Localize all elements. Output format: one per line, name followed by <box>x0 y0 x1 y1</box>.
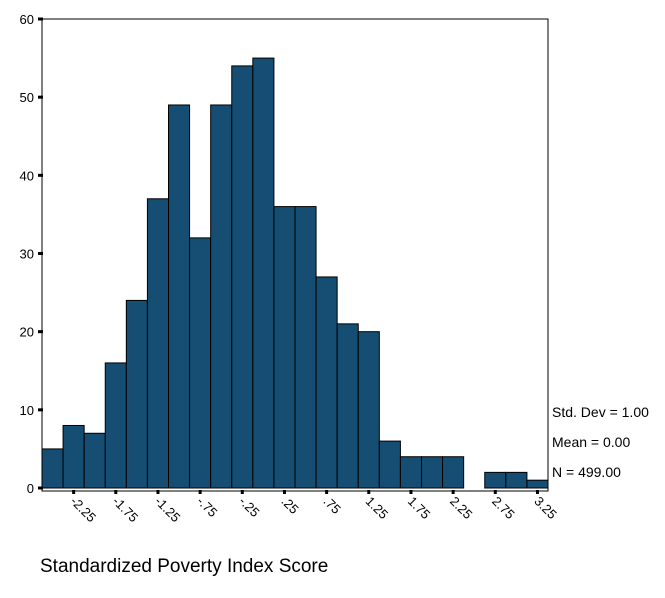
x-tick-mark <box>72 490 76 494</box>
x-tick-mark <box>409 490 413 494</box>
x-axis-title: Standardized Poverty Index Score <box>40 556 329 577</box>
bar <box>62 424 85 489</box>
stat-n: N = 499.00 <box>552 464 621 480</box>
y-tick-mark <box>38 408 43 412</box>
y-tick-label: 50 <box>20 90 34 105</box>
x-tick-label: -1.25 <box>152 494 184 526</box>
x-tick-label: 1.75 <box>405 494 434 523</box>
x-tick-label: -.25 <box>236 494 262 520</box>
x-tick-mark <box>535 490 539 494</box>
bar <box>315 276 338 489</box>
bar <box>41 448 64 489</box>
x-tick-mark <box>156 490 160 494</box>
y-axis: 0 10 20 30 40 50 60 <box>20 12 43 496</box>
bar <box>104 362 127 489</box>
y-tick-label: 40 <box>20 168 34 183</box>
bar <box>357 331 380 489</box>
x-tick-mark <box>114 490 118 494</box>
y-tick-label: 30 <box>20 247 34 262</box>
stat-mean: Mean = 0.00 <box>552 434 631 450</box>
y-tick-label: 0 <box>27 481 34 496</box>
x-tick-mark <box>493 490 497 494</box>
bar <box>252 57 275 489</box>
bar <box>168 104 191 489</box>
bar <box>505 471 528 489</box>
y-tick-mark <box>38 95 43 99</box>
stat-std-dev: Std. Dev = 1.00 <box>552 404 649 420</box>
bar <box>484 471 507 489</box>
x-tick-label: .75 <box>321 494 344 517</box>
x-tick-label: 2.75 <box>489 494 518 523</box>
y-tick-mark <box>38 486 43 490</box>
x-tick-mark <box>282 490 286 494</box>
bar <box>526 479 549 489</box>
x-tick-label: -2.25 <box>68 494 100 526</box>
y-tick-mark <box>38 173 43 177</box>
x-tick-mark <box>451 490 455 494</box>
bar <box>294 206 317 489</box>
bar <box>421 456 444 489</box>
bar <box>83 432 106 489</box>
x-tick-label: 2.25 <box>447 494 476 523</box>
bar <box>189 237 212 489</box>
x-tick-mark <box>240 490 244 494</box>
bar <box>210 104 233 489</box>
x-tick-label: 3.25 <box>531 494 560 523</box>
x-tick-mark <box>367 490 371 494</box>
bar <box>378 440 401 489</box>
bar <box>273 206 296 489</box>
x-tick-label: -.75 <box>194 494 220 520</box>
bar <box>125 299 148 489</box>
bar <box>231 65 254 489</box>
y-tick-label: 10 <box>20 403 34 418</box>
bar <box>442 456 465 489</box>
y-tick-label: 20 <box>20 325 34 340</box>
y-tick-mark <box>38 330 43 334</box>
x-tick-label: -1.75 <box>110 494 142 526</box>
bar <box>399 456 423 489</box>
x-tick-label: .25 <box>278 494 301 517</box>
bar <box>146 198 169 489</box>
x-tick-mark <box>325 490 329 494</box>
y-tick-mark <box>38 252 43 255</box>
bars-group <box>41 57 549 489</box>
x-tick-mark <box>198 490 202 494</box>
y-tick-label: 60 <box>20 12 34 27</box>
x-axis: -2.25 -1.75 -1.25 -.75 -.25 .25 .75 1.25 1.75 2.2… <box>68 490 560 525</box>
bar <box>336 323 359 489</box>
y-tick-mark <box>38 17 43 21</box>
x-tick-label: 1.25 <box>363 494 392 523</box>
